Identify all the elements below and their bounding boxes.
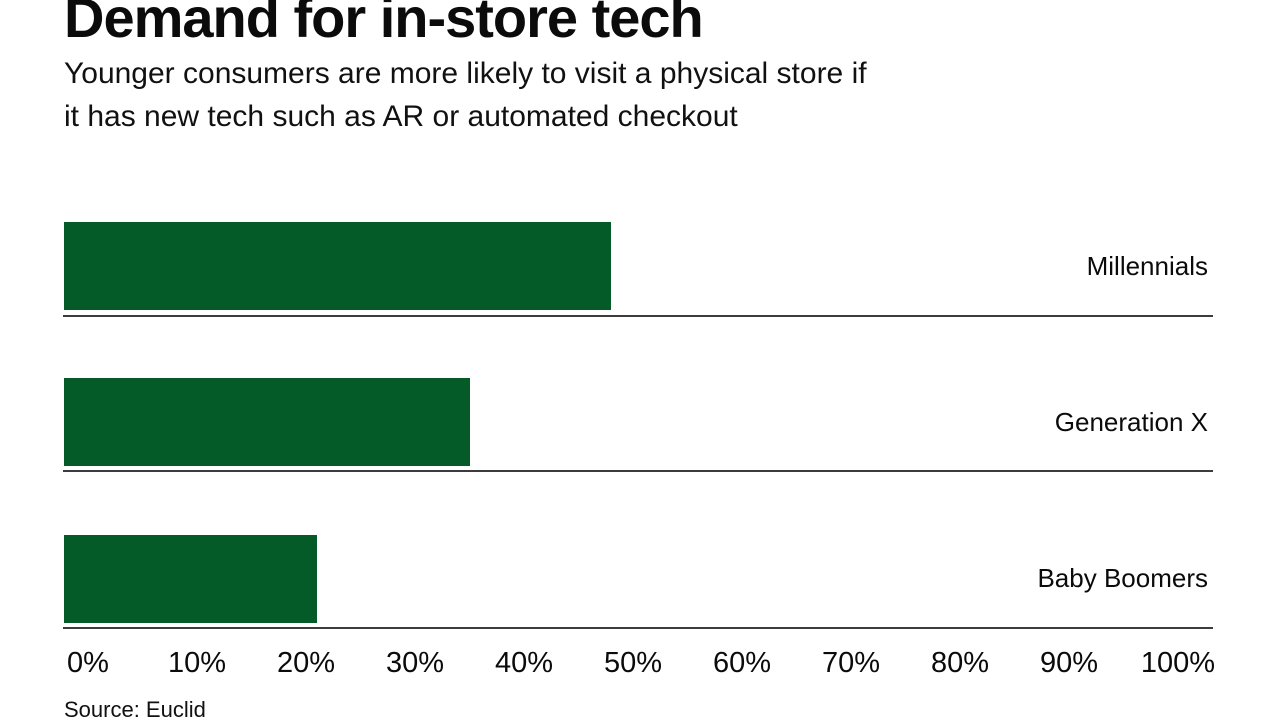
chart-subtitle-line-2: it has new tech such as AR or automated …	[64, 100, 738, 133]
x-tick-label: 0%	[67, 647, 109, 679]
x-tick-label: 70%	[821, 647, 881, 679]
bar-generation-x	[64, 378, 470, 466]
x-tick-label: 100%	[1140, 647, 1216, 679]
x-tick-label: 90%	[1039, 647, 1099, 679]
chart-subtitle: Younger consumers are more likely to vis…	[64, 52, 867, 138]
x-tick-label: 30%	[385, 647, 445, 679]
row-divider	[63, 315, 1213, 317]
chart-subtitle-line-1: Younger consumers are more likely to vis…	[64, 57, 867, 90]
row-divider	[63, 470, 1213, 472]
bar-baby-boomers	[64, 535, 317, 623]
x-axis: 0% 10% 20% 30% 40% 50% 60% 70% 80% 90% 100%	[0, 647, 1280, 681]
source-attribution: Source: Euclid	[64, 697, 206, 720]
bar-label-generation-x: Generation X	[1054, 407, 1208, 437]
x-tick-label: 80%	[930, 647, 990, 679]
chart-title: Demand for in-store tech	[64, 0, 704, 49]
row-divider	[63, 627, 1213, 629]
x-tick-label: 10%	[167, 647, 227, 679]
x-tick-label: 20%	[276, 647, 336, 679]
x-tick-label: 40%	[494, 647, 554, 679]
bar-label-baby-boomers: Baby Boomers	[1037, 563, 1208, 593]
x-tick-label: 60%	[712, 647, 772, 679]
x-tick-label: 50%	[603, 647, 663, 679]
bar-millennials	[64, 222, 612, 310]
bar-label-millennials: Millennials	[1086, 251, 1208, 281]
